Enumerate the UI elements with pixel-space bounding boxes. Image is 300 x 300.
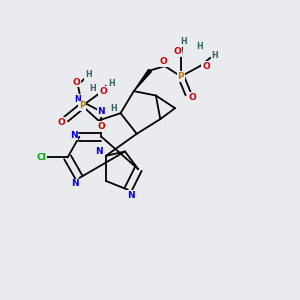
Text: P: P xyxy=(178,72,184,81)
Text: N: N xyxy=(127,191,135,200)
Text: N: N xyxy=(70,131,77,140)
Text: N: N xyxy=(71,179,79,188)
Text: Cl: Cl xyxy=(36,153,46,162)
Text: H: H xyxy=(212,51,218,60)
Text: H: H xyxy=(108,79,115,88)
Text: N: N xyxy=(74,95,81,104)
Text: H: H xyxy=(110,104,117,113)
Text: P: P xyxy=(79,101,86,110)
Text: O: O xyxy=(202,61,210,70)
Text: N: N xyxy=(95,147,102,156)
Text: H: H xyxy=(89,84,96,93)
Text: O: O xyxy=(73,78,80,87)
Text: O: O xyxy=(99,87,107,96)
Text: O: O xyxy=(189,93,196,102)
Polygon shape xyxy=(134,69,152,91)
Text: H: H xyxy=(197,42,203,51)
Text: H: H xyxy=(85,70,92,80)
Text: H: H xyxy=(180,38,187,46)
Text: O: O xyxy=(173,47,181,56)
Text: N: N xyxy=(98,107,105,116)
Text: O: O xyxy=(58,118,65,127)
Text: O: O xyxy=(159,57,167,66)
Text: O: O xyxy=(98,122,105,131)
